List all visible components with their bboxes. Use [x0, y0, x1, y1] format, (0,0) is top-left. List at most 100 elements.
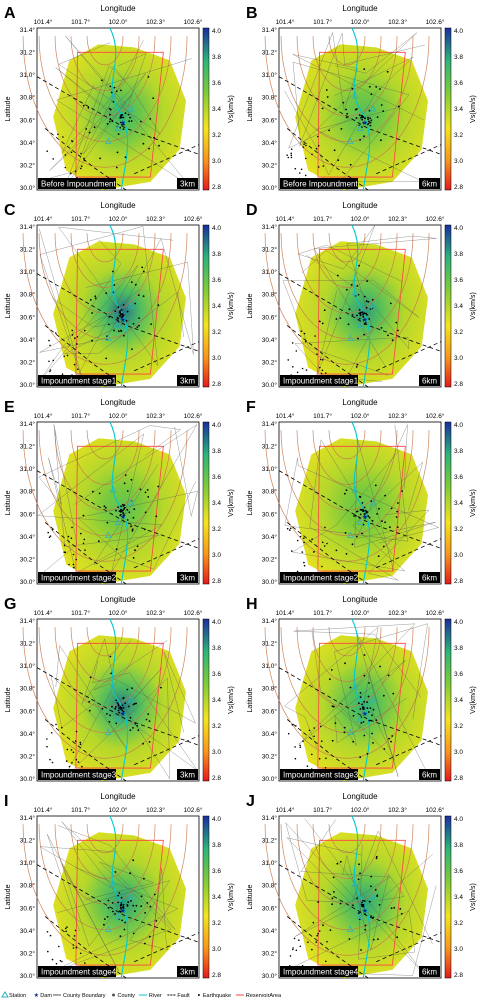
- earthquake-point: [146, 902, 149, 904]
- x-tick-label: 102.3°: [388, 18, 407, 26]
- earthquake-point: [121, 123, 123, 126]
- earthquake-point: [48, 339, 50, 342]
- colorbar-tick-label: 3.2: [454, 920, 463, 927]
- colorbar-tick-label: 3.0: [212, 158, 221, 165]
- earthquake-point: [330, 669, 333, 671]
- y-axis-label: Latitude: [247, 490, 254, 515]
- earthquake-point: [368, 318, 371, 320]
- earthquake-point: [121, 704, 124, 707]
- earthquake-point: [134, 283, 137, 286]
- earthquake-point: [134, 910, 136, 912]
- earthquake-point: [321, 541, 324, 544]
- y-tick-label: 30.0°: [262, 775, 278, 783]
- earthquake-point: [292, 948, 294, 951]
- earthquake-point: [302, 740, 304, 742]
- x-tick-label: 102.0°: [351, 18, 370, 26]
- earthquake-point: [117, 709, 120, 712]
- dam-marker: ★: [120, 316, 126, 324]
- earthquake-point: [369, 707, 372, 709]
- earthquake-point: [396, 510, 399, 513]
- earthquake-point: [336, 862, 339, 865]
- legend: Station ★ Dam County Boundary County River Fau…: [1, 991, 282, 999]
- colorbar-tick-label: 3.6: [454, 474, 463, 481]
- fault-line: [278, 76, 442, 155]
- colorbar-tick-label: 4.0: [212, 816, 221, 823]
- legend-item-fault: Fault: [167, 993, 190, 999]
- earthquake-point: [368, 120, 370, 123]
- reservoir-area: [317, 51, 406, 178]
- panel-b: B Longitude 101.4° 101.7° 102.0° 102.3° 102.6°…: [246, 4, 477, 192]
- contour-line: [38, 824, 172, 930]
- earthquake-point: [72, 944, 75, 946]
- stage-label: Impoundment stage2: [41, 574, 117, 583]
- earthquake-point: [55, 962, 58, 965]
- reservoir-area: [317, 248, 406, 375]
- earthquake-point: [75, 758, 78, 761]
- earthquake-point: [376, 513, 378, 515]
- earthquake-point: [134, 722, 137, 725]
- x-axis-label: Longitude: [342, 4, 378, 13]
- colorbar-label: Vs(km/s): [470, 489, 477, 517]
- contour-line: [86, 36, 124, 66]
- earthquake-point: [132, 859, 135, 862]
- earthquake-point: [365, 312, 367, 315]
- colorbar-tick-label: 3.0: [454, 552, 463, 559]
- earthquake-point: [363, 734, 366, 737]
- earthquake-point: [380, 104, 383, 106]
- earthquake-point: [296, 371, 299, 374]
- earthquake-point: [323, 309, 326, 312]
- colorbar-tick-label: 3.0: [212, 552, 221, 559]
- earthquake-point: [71, 526, 73, 529]
- fault-line: [376, 341, 442, 372]
- earthquake-point: [400, 912, 403, 915]
- x-axis-label: Longitude: [100, 4, 136, 13]
- x-axis-label: Longitude: [342, 595, 378, 604]
- earthquake-point: [304, 174, 307, 177]
- earthquake-point: [360, 114, 363, 117]
- earthquake-point: [88, 709, 91, 712]
- earthquake-point: [142, 295, 145, 298]
- depth-label: 6km: [422, 180, 437, 189]
- contour-line: [312, 233, 382, 288]
- earthquake-point: [76, 343, 78, 345]
- earthquake-point: [372, 742, 374, 744]
- colorbar-tick-label: 3.0: [454, 749, 463, 756]
- colorbar-tick-label: 3.6: [212, 868, 221, 875]
- station-marker: [114, 321, 122, 328]
- earthquake-point: [362, 315, 365, 318]
- colorbar-tick-label: 3.2: [212, 526, 221, 533]
- colorbar: [444, 27, 452, 191]
- earthquake-point: [355, 366, 358, 368]
- colorbar-tick-label: 2.8: [212, 972, 221, 979]
- earthquake-point: [108, 107, 111, 110]
- earthquake-point: [65, 760, 68, 762]
- y-tick-label: 30.0°: [20, 578, 36, 586]
- earthquake-point: [395, 321, 398, 324]
- earthquake-point: [287, 732, 290, 735]
- y-tick-label: 30.6°: [262, 707, 278, 715]
- stage-label: Impoundment stage1: [41, 377, 117, 386]
- dam-marker: ★: [362, 907, 368, 915]
- legend-label: Station: [9, 993, 26, 999]
- earthquake-point: [103, 923, 105, 926]
- depth-label: 6km: [422, 771, 437, 780]
- y-tick-label: 30.0°: [262, 578, 278, 586]
- earthquake-point: [119, 121, 122, 124]
- earthquake-point: [382, 694, 385, 697]
- earthquake-point: [314, 335, 316, 337]
- legend-item-dam: ★ Dam: [34, 992, 53, 999]
- earthquake-point: [83, 157, 85, 160]
- panel-letter: C: [4, 202, 16, 219]
- river: [351, 27, 371, 191]
- earthquake-point: [362, 523, 365, 526]
- earthquake-point: [91, 339, 93, 342]
- colorbar-tick-label: 3.2: [454, 526, 463, 533]
- county-boundary: [299, 32, 425, 147]
- colorbar-tick-label: 3.8: [212, 251, 221, 258]
- y-tick-label: 31.0°: [262, 465, 278, 473]
- legend-symbol: [1, 991, 9, 998]
- earthquake-point: [287, 359, 290, 361]
- earthquake-point: [377, 555, 380, 558]
- earthquake-point: [89, 299, 92, 301]
- colorbar-tick-label: 3.8: [212, 54, 221, 61]
